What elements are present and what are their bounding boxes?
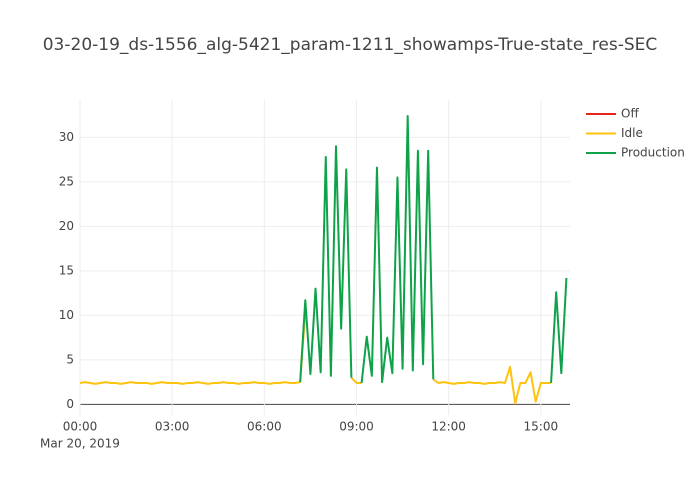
legend-label: Off (621, 107, 639, 121)
x-tick-label: 00:00 (63, 420, 98, 434)
y-tick-label: 15 (59, 263, 74, 277)
y-tick-label: 25 (59, 174, 74, 188)
y-tick-label: 0 (66, 397, 74, 411)
y-tick-label: 20 (59, 219, 74, 233)
x-tick-label: 15:00 (524, 420, 559, 434)
series-line (79, 310, 552, 405)
legend-label: Idle (621, 126, 643, 140)
x-tick-label: 06:00 (247, 420, 282, 434)
y-tick-label: 5 (66, 352, 74, 366)
series-line (299, 115, 568, 384)
y-tick-label: 10 (59, 308, 74, 322)
x-tick-label: 09:00 (339, 420, 374, 434)
x-tick-label: 03:00 (155, 420, 190, 434)
legend-label: Production (621, 146, 685, 160)
x-tick-label: 12:00 (431, 420, 466, 434)
chart-title: 03-20-19_ds-1556_alg-5421_param-1211_sho… (43, 35, 658, 55)
y-tick-label: 30 (59, 130, 74, 144)
x-date-label: Mar 20, 2019 (40, 437, 120, 451)
